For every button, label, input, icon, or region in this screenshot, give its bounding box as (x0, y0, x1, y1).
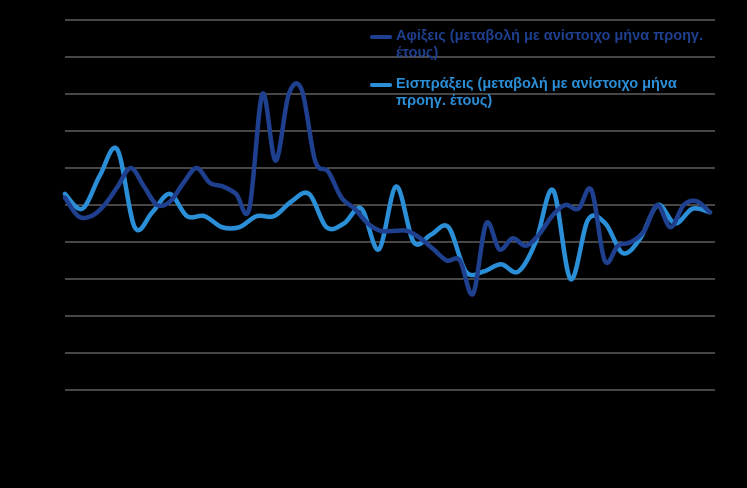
series-lines (62, 81, 713, 297)
series-line-receipts (62, 145, 713, 282)
legend-item-arrivals: Αφίξεις (μεταβολή με ανίστοιχο μήνα προη… (370, 28, 730, 62)
legend-swatch-arrivals (370, 35, 392, 39)
legend-label-arrivals: Αφίξεις (μεταβολή με ανίστοιχο μήνα προη… (396, 28, 704, 61)
legend-label-receipts: Εισπράξεις (μεταβολή με ανίστοιχο μήνα π… (396, 76, 677, 109)
legend-swatch-receipts (370, 83, 392, 87)
legend-item-receipts: Εισπράξεις (μεταβολή με ανίστοιχο μήνα π… (370, 76, 730, 110)
series-line-arrivals (62, 81, 713, 297)
legend: Αφίξεις (μεταβολή με ανίστοιχο μήνα προη… (370, 28, 730, 124)
